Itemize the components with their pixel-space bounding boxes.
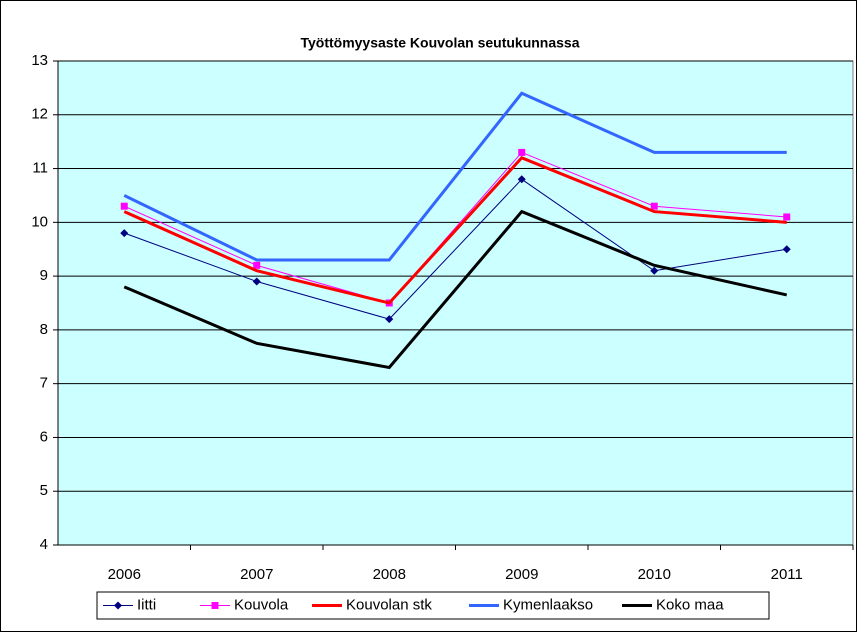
legend-label: Kouvola xyxy=(234,596,289,613)
y-tick-label: 4 xyxy=(40,536,48,553)
marker xyxy=(253,261,261,269)
x-tick-label: 2011 xyxy=(771,566,803,583)
y-tick-label: 8 xyxy=(40,321,48,338)
series-line xyxy=(123,91,787,262)
marker xyxy=(650,266,659,275)
marker xyxy=(518,148,526,156)
marker xyxy=(120,202,128,210)
marker xyxy=(252,277,261,286)
marker xyxy=(517,175,526,184)
x-tick-label: 2010 xyxy=(638,566,671,583)
y-tick-label: 5 xyxy=(40,482,48,499)
marker xyxy=(385,315,394,324)
legend-label: Iitti xyxy=(137,596,156,613)
marker xyxy=(783,213,791,221)
x-tick-label: 2008 xyxy=(373,566,406,583)
marker xyxy=(650,202,658,210)
series-line xyxy=(123,209,788,370)
plot-area xyxy=(57,60,854,546)
marker xyxy=(782,245,791,254)
y-tick-label: 7 xyxy=(40,375,48,392)
x-tick-label: 2009 xyxy=(505,566,538,583)
y-tick-label: 10 xyxy=(31,213,48,230)
series-line xyxy=(123,156,787,305)
x-tick-label: 2006 xyxy=(108,566,141,583)
y-tick-label: 9 xyxy=(40,267,48,284)
legend-label: Kouvolan stk xyxy=(346,596,432,613)
marker xyxy=(120,229,129,238)
y-tick-label: 12 xyxy=(31,106,48,123)
legend-marker xyxy=(114,601,122,610)
legend-marker xyxy=(211,602,219,609)
legend-label: Kymenlaakso xyxy=(503,596,593,613)
y-tick-label: 13 xyxy=(31,52,48,69)
legend-label: Koko maa xyxy=(656,596,724,613)
chart-title: Työttömyysaste Kouvolan seutukunnassa xyxy=(300,35,579,51)
y-tick-label: 6 xyxy=(40,428,48,445)
series-line xyxy=(124,151,787,304)
x-tick-label: 2007 xyxy=(240,566,273,583)
series-line xyxy=(124,178,787,320)
y-tick-label: 11 xyxy=(32,160,48,177)
